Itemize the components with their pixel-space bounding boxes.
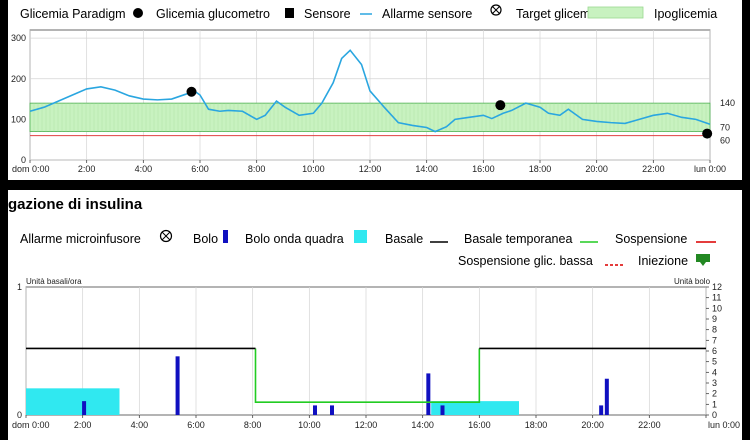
insulin-x-tick-label: dom 0:00 [12,420,50,430]
legend-injection-label: Iniezione [638,254,688,268]
square-bolus-bar [26,388,120,415]
target-low-label: 70 [720,123,730,133]
bolus-bar [175,356,180,415]
legend-meter-square-icon [285,8,294,18]
glucose-chart: 0 100 200 300 dom 0:00 2:00 4:00 6:00 8:00 10:00… [11,29,735,174]
section-divider [8,180,742,190]
legend-meter-label: Glicemia glucometro [156,7,270,21]
bolus-bar [82,401,87,415]
bolus-y-tick-label: 3 [712,378,717,388]
glucose-x-tick-label: 8:00 [248,164,266,174]
sensor-series-line [29,49,711,133]
insulin-section-title: gazione di insulina [8,196,143,213]
glucose-x-tick-label: 14:00 [415,164,438,174]
legend-bolus-bar-icon [223,230,228,243]
legend-suspension-label: Sospensione [615,232,687,246]
insulin-x-tick-label: 20:00 [581,420,604,430]
legend-low-suspension-label: Sospensione glic. bassa [458,254,593,268]
glucose-y-tick-label: 300 [11,33,26,43]
report-page: Glicemia Paradigm Glicemia glucometro Se… [8,0,742,440]
legend-pump-alarm-icon [159,229,173,243]
bolus-y-tick-label: 5 [712,357,717,367]
bolus-y-tick-label: 12 [712,282,722,292]
bolus-y-tick-label: 9 [712,314,717,324]
legend-sensor-label: Sensore [304,7,351,21]
legend-target-label: Target glicemico [516,7,606,21]
glucose-x-tick-label: 10:00 [302,164,325,174]
basal-y-tick-label: 1 [17,282,22,292]
glucose-x-tick-label: 18:00 [529,164,552,174]
bolus-bar [426,373,431,415]
bolus-y-tick-label: 0 [712,410,717,420]
bolus-y-tick-label: 10 [712,303,722,313]
insulin-x-tick-label: 10:00 [298,420,321,430]
bolus-y-tick-label: 6 [712,346,717,356]
glucose-x-tick-label: 6:00 [191,164,209,174]
basal-y-tick-label: 0 [17,410,22,420]
meter-reading-point [702,128,713,139]
bolus-bar [599,405,604,415]
legend-paradigm-label: Glicemia Paradigm [20,7,126,21]
insulin-x-tick-label: lun 0:00 [708,420,740,430]
bolus-y-tick-label: 4 [712,367,717,377]
glucose-x-tick-label: dom 0:00 [12,164,50,174]
legend-injection-icon [696,254,710,266]
square-bolus-bar [431,401,519,415]
bolus-y-tick-label: 11 [712,293,721,303]
meter-reading-point [186,86,197,97]
insulin-legend: Allarme microinfusore Bolo Bolo onda qua… [20,229,716,268]
legend-square-bolus-swatch-icon [354,230,367,243]
insulin-x-tick-label: 12:00 [355,420,378,430]
insulin-x-tick-label: 16:00 [468,420,491,430]
insulin-x-tick-label: 6:00 [187,420,205,430]
glucose-x-tick-label: lun 0:00 [694,164,726,174]
glucose-x-tick-label: 22:00 [642,164,665,174]
bolus-bar [313,405,317,415]
bolus-y-tick-label: 2 [712,389,717,399]
legend-square-bolus-label: Bolo onda quadra [245,232,344,246]
legend-temp-basal-label: Basale temporanea [464,232,572,246]
temp-basal-line [254,348,481,404]
bolus-y-tick-label: 1 [712,399,717,409]
legend-hypo-swatch-icon [587,6,644,19]
bolus-bar [604,378,609,415]
hypo-threshold-label: 60 [720,136,730,146]
legend-sensor-alarm-label: Allarme sensore [382,7,472,21]
insulin-x-tick-label: 14:00 [411,420,434,430]
insulin-x-tick-label: 22:00 [638,420,661,430]
glucose-x-tick-label: 4:00 [135,164,153,174]
insulin-x-tick-label: 2:00 [74,420,92,430]
insulin-x-tick-label: 8:00 [244,420,262,430]
legend-pump-alarm-label: Allarme microinfusore [20,232,141,246]
legend-basal-label: Basale [385,232,423,246]
bolus-bar [440,405,445,415]
right-axis-label: Unità bolo [674,277,711,286]
meter-reading-point [495,100,506,111]
glucose-y-tick-label: 200 [11,74,26,84]
bolus-y-tick-label: 7 [712,335,717,345]
glucose-legend: Glicemia Paradigm Glicemia glucometro Se… [20,4,717,21]
glucose-y-tick-label: 0 [21,155,26,165]
target-high-label: 140 [720,98,735,108]
insulin-x-tick-label: 4:00 [131,420,149,430]
glucose-x-tick-label: 12:00 [359,164,382,174]
legend-bolus-label: Bolo [193,232,218,246]
left-axis-label: Unità basali/ora [26,277,82,286]
report-canvas: Glicemia Paradigm Glicemia glucometro Se… [8,4,742,430]
insulin-chart: Unità basali/ora Unità bolo 01 012345678… [12,277,740,430]
insulin-x-tick-label: 18:00 [525,420,548,430]
legend-sensor-alarm-icon [490,4,502,16]
legend-paradigm-dot-icon [133,8,143,18]
glucose-x-tick-label: 16:00 [472,164,495,174]
bolus-bar [330,405,334,415]
glucose-x-tick-label: 2:00 [78,164,96,174]
bolus-y-tick-label: 8 [712,325,717,335]
glucose-x-tick-label: 20:00 [585,164,608,174]
legend-hypo-label: Ipoglicemia [654,7,717,21]
glucose-y-tick-label: 100 [11,114,26,124]
